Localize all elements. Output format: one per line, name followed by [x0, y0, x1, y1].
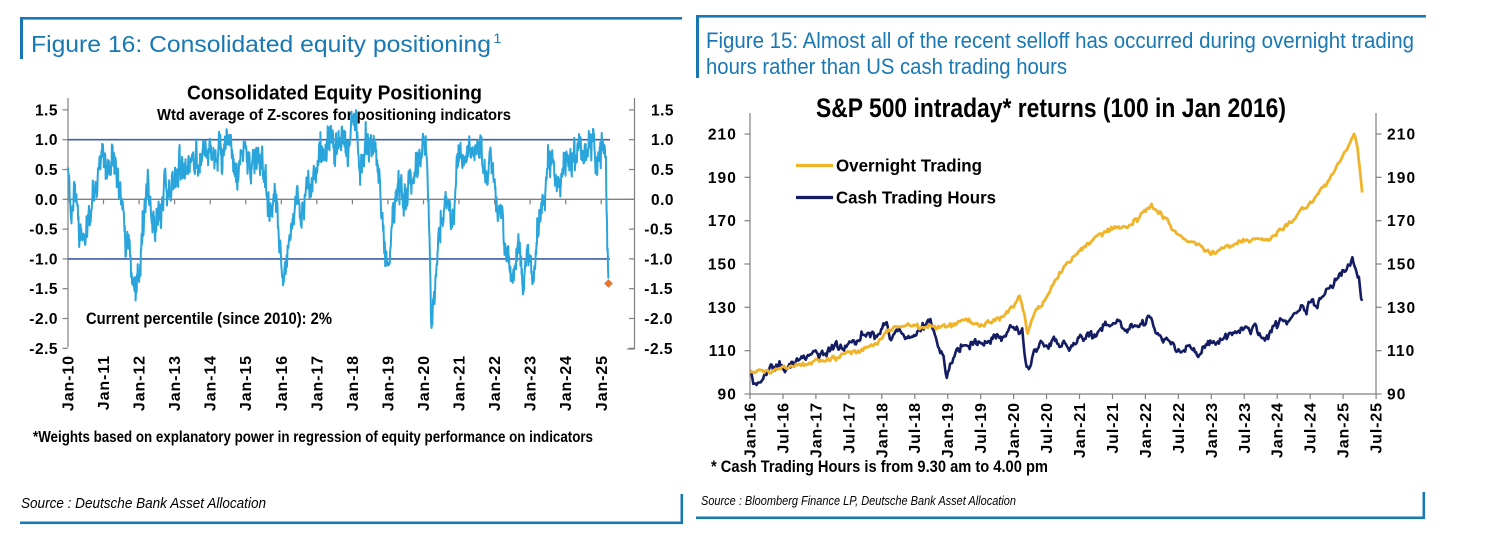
svg-text:130: 130	[708, 300, 737, 317]
svg-text:Jan-13: Jan-13	[167, 355, 184, 411]
svg-text:Jan-22: Jan-22	[487, 355, 504, 411]
svg-text:Jul-22: Jul-22	[1171, 402, 1188, 454]
svg-text:1.0: 1.0	[35, 132, 58, 149]
svg-text:-1.5: -1.5	[644, 281, 673, 298]
svg-text:Overnight Trading: Overnight Trading	[836, 156, 982, 176]
svg-text:-1.5: -1.5	[29, 281, 58, 298]
svg-text:0.5: 0.5	[651, 162, 674, 179]
svg-text:Jan-23: Jan-23	[523, 355, 540, 411]
svg-text:Jul-18: Jul-18	[907, 402, 924, 454]
svg-text:0.0: 0.0	[651, 192, 674, 209]
svg-text:110: 110	[1387, 343, 1415, 360]
svg-text:Jan-17: Jan-17	[309, 355, 326, 411]
svg-text:-0.5: -0.5	[29, 222, 58, 239]
svg-text:Jan-24: Jan-24	[1270, 402, 1287, 458]
svg-text:Figure 16: Consolidated equity: Figure 16: Consolidated equity positioni…	[31, 31, 491, 57]
svg-text:-2.5: -2.5	[29, 341, 58, 358]
svg-text:0.5: 0.5	[35, 162, 58, 179]
svg-text:1.5: 1.5	[651, 102, 674, 119]
svg-text:Jul-24: Jul-24	[1303, 402, 1320, 454]
svg-text:Jan-20: Jan-20	[416, 355, 433, 411]
svg-text:190: 190	[708, 170, 737, 187]
svg-text:Cash Trading Hours: Cash Trading Hours	[836, 188, 996, 208]
svg-text:Current percentile (since 2010: Current percentile (since 2010): 2%	[86, 309, 332, 328]
svg-text:Jan-25: Jan-25	[1336, 402, 1353, 458]
svg-text:Jan-18: Jan-18	[874, 402, 891, 458]
svg-text:190: 190	[1387, 170, 1416, 187]
svg-text:Jan-14: Jan-14	[203, 355, 220, 411]
svg-text:*Weights based on explanatory: *Weights based on explanatory power in r…	[33, 429, 593, 446]
svg-text:90: 90	[718, 387, 737, 404]
svg-text:-1.0: -1.0	[644, 251, 673, 268]
svg-text:Jan-15: Jan-15	[238, 355, 255, 411]
svg-text:Jul-21: Jul-21	[1105, 402, 1122, 454]
svg-text:Jan-20: Jan-20	[1006, 402, 1023, 458]
svg-text:Jan-16: Jan-16	[743, 402, 760, 458]
svg-text:Jan-19: Jan-19	[940, 402, 957, 458]
svg-text:Consolidated Equity Positionin: Consolidated Equity Positioning	[187, 82, 482, 105]
svg-text:Source : Bloomberg Finance LP,: Source : Bloomberg Finance LP, Deutsche …	[701, 493, 1016, 508]
svg-text:1.5: 1.5	[35, 102, 58, 119]
svg-text:Jul-17: Jul-17	[841, 402, 858, 454]
svg-text:Jan-11: Jan-11	[96, 355, 113, 410]
svg-text:1: 1	[494, 30, 502, 46]
svg-text:-2.0: -2.0	[644, 311, 673, 328]
svg-text:150: 150	[1387, 257, 1416, 274]
svg-text:-1.0: -1.0	[29, 251, 58, 268]
svg-text:Jan-10: Jan-10	[61, 355, 78, 411]
svg-text:150: 150	[708, 257, 737, 274]
svg-text:90: 90	[1387, 387, 1406, 404]
svg-text:1.0: 1.0	[651, 132, 674, 149]
svg-text:S&P 500 intraday* returns (100: S&P 500 intraday* returns (100 in Jan 20…	[816, 93, 1286, 123]
svg-text:Jan-21: Jan-21	[1072, 402, 1089, 458]
svg-text:Jul-25: Jul-25	[1369, 402, 1386, 454]
svg-text:Jan-16: Jan-16	[274, 355, 291, 411]
svg-text:Jan-23: Jan-23	[1204, 402, 1221, 458]
svg-text:Jul-19: Jul-19	[973, 402, 990, 454]
svg-text:Source : Deutsche Bank Asset A: Source : Deutsche Bank Asset Allocation	[21, 495, 266, 512]
svg-text:Wtd average of Z-scores for po: Wtd average of Z-scores for positioning …	[157, 107, 511, 124]
svg-text:Jan-18: Jan-18	[345, 355, 362, 411]
svg-text:210: 210	[1387, 127, 1416, 144]
svg-text:-2.0: -2.0	[29, 311, 58, 328]
svg-text:-0.5: -0.5	[644, 222, 673, 239]
svg-text:Jan-24: Jan-24	[558, 355, 575, 411]
svg-text:Jan-19: Jan-19	[380, 355, 397, 411]
svg-text:Jan-21: Jan-21	[452, 355, 469, 411]
svg-text:Jan-22: Jan-22	[1138, 402, 1155, 458]
svg-text:hours rather than US cash trad: hours rather than US cash trading hours	[706, 54, 1067, 79]
svg-text:210: 210	[708, 127, 737, 144]
svg-text:Jan-25: Jan-25	[594, 355, 611, 411]
svg-text:Jul-16: Jul-16	[776, 402, 793, 454]
svg-text:Jan-17: Jan-17	[808, 402, 825, 458]
svg-text:-2.5: -2.5	[644, 341, 673, 358]
svg-text:* Cash Trading Hours is from 9: * Cash Trading Hours is from 9.30 am to …	[711, 458, 1048, 476]
svg-text:Jan-12: Jan-12	[132, 355, 149, 411]
svg-text:170: 170	[1387, 213, 1416, 230]
svg-text:130: 130	[1387, 300, 1416, 317]
svg-text:0.0: 0.0	[35, 192, 58, 209]
svg-text:Figure 15: Almost all of the r: Figure 15: Almost all of the recent sell…	[706, 28, 1414, 53]
svg-text:170: 170	[708, 213, 737, 230]
svg-text:Jul-23: Jul-23	[1237, 402, 1254, 454]
svg-text:110: 110	[709, 343, 737, 360]
svg-text:Jul-20: Jul-20	[1039, 402, 1056, 454]
